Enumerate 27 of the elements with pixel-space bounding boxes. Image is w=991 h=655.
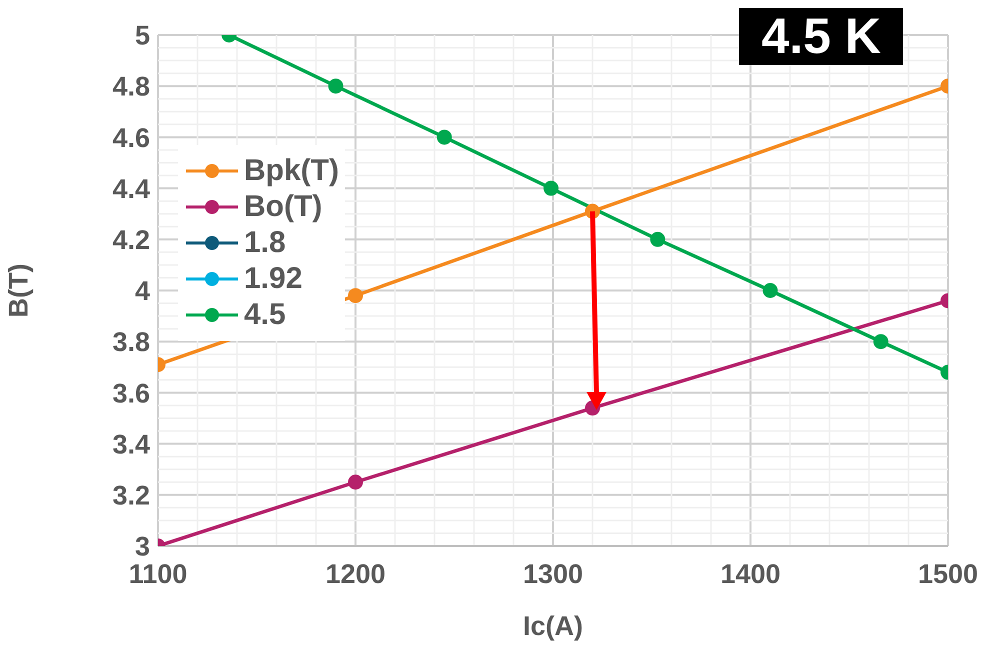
x-tick-label: 1200 <box>325 559 386 590</box>
legend-label: 4.5 <box>244 298 286 332</box>
x-tick-label: 1300 <box>522 559 584 590</box>
legend-label: Bo(T) <box>244 190 322 224</box>
y-axis-title: B(T) <box>4 264 34 318</box>
y-tick-label: 4.8 <box>112 72 150 102</box>
x-tick-label: 1100 <box>128 559 188 590</box>
legend-label: 1.92 <box>244 262 302 296</box>
y-tick-label: 4.2 <box>112 224 150 255</box>
y-tick-label: 3.4 <box>112 429 150 460</box>
chart-title: 4.5 K <box>739 8 903 65</box>
x-tick-label: 1500 <box>918 559 978 590</box>
x-tick-label: 1400 <box>720 559 781 590</box>
legend-label: 1.8 <box>244 226 286 260</box>
legend-label: Bpk(T) <box>244 154 339 188</box>
y-tick-label: 4 <box>134 276 150 306</box>
y-tick-label: 4.6 <box>112 122 150 153</box>
point <box>544 180 559 196</box>
y-tick-label: 3 <box>134 532 150 562</box>
y-tick-label: 5 <box>134 20 150 51</box>
x-axis-title: Ic(A) <box>523 611 583 641</box>
y-tick-label: 4.4 <box>112 174 150 204</box>
point <box>650 232 666 247</box>
y-tick-label: 3.2 <box>112 480 150 510</box>
point <box>436 130 452 145</box>
y-tick-label: 3.6 <box>112 378 150 408</box>
y-tick-label: 3.8 <box>112 327 150 358</box>
